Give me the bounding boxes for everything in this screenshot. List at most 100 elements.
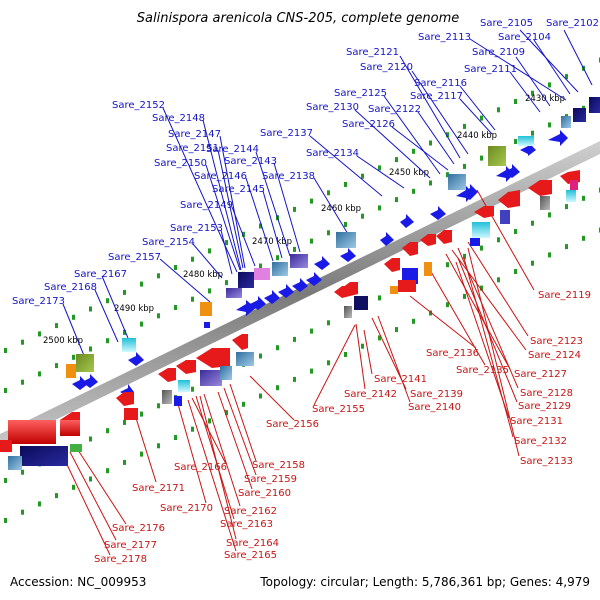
tick-mark [310, 328, 313, 334]
gene-label: Sare_2102 [546, 18, 599, 29]
gene-label: Sare_2158 [252, 460, 305, 471]
gene-label: Sare_2136 [426, 348, 479, 359]
tick-mark [344, 182, 347, 187]
gene-label: Sare_2164 [226, 538, 279, 549]
tick-tracks [4, 57, 600, 523]
tick-mark [293, 246, 296, 252]
gene-label: Sare_2127 [514, 369, 567, 380]
tick-mark [344, 222, 347, 227]
tick-mark [378, 165, 381, 171]
tick-mark [293, 376, 296, 382]
tick-mark [140, 321, 143, 327]
tick-mark [565, 74, 568, 80]
tick-mark [174, 305, 177, 310]
tick-mark [548, 122, 551, 128]
tick-mark [480, 115, 483, 121]
gene-label: Sare_2121 [346, 47, 399, 58]
gene-label: Sare_2150 [154, 158, 207, 169]
tick-mark [378, 335, 381, 341]
gene-label: Sare_2109 [472, 47, 525, 58]
tick-mark [225, 410, 228, 416]
tick-mark [55, 323, 58, 329]
tick-mark [548, 212, 551, 218]
tick-mark [157, 313, 160, 319]
tick-mark [514, 269, 517, 274]
genome-backbone [0, 141, 600, 447]
tick-mark [514, 139, 517, 144]
forward-genes [66, 97, 600, 396]
tick-mark [106, 428, 109, 434]
kbp-label-2490: 2490 kbp [114, 304, 154, 314]
tick-mark [429, 180, 432, 186]
tick-mark [225, 240, 228, 246]
tick-mark [106, 338, 109, 344]
accession-text: Accession: NC_009953 [10, 575, 146, 589]
gene-label: Sare_2125 [334, 88, 387, 99]
gene-label: Sare_2105 [480, 18, 533, 29]
tick-mark [191, 426, 194, 432]
tick-mark [191, 256, 194, 262]
tick-mark [259, 223, 262, 229]
tick-mark [548, 252, 551, 258]
tick-mark [276, 385, 279, 391]
tick-mark [412, 148, 415, 154]
gene-label: Sare_2120 [360, 62, 413, 73]
tick-mark [310, 238, 313, 244]
tick-mark [327, 320, 330, 326]
tick-mark [259, 263, 262, 269]
reverse-leaders [61, 189, 535, 556]
tick-mark [531, 220, 534, 226]
gene-label: Sare_2143 [224, 156, 277, 167]
tick-mark [276, 345, 279, 351]
gene-label: Sare_2171 [132, 483, 185, 494]
gene-label: Sare_2126 [342, 119, 395, 130]
gene-label: Sare_2129 [518, 401, 571, 412]
gene-label: Sare_2156 [266, 419, 319, 430]
tick-mark [497, 107, 500, 113]
tick-mark [259, 353, 262, 359]
tick-mark [412, 318, 415, 324]
gene-label: Sare_2153 [170, 223, 223, 234]
reverse-gene-labels: Sare_2119 Sare_2123 Sare_2124 Sare_2136 … [94, 290, 591, 565]
tick-mark [344, 352, 347, 357]
gene-label: Sare_2142 [344, 389, 397, 400]
gene-label: Sare_2159 [244, 474, 297, 485]
kbp-label-2470: 2470 kbp [252, 237, 292, 247]
gene-label: Sare_2173 [12, 296, 65, 307]
gene-label: Sare_2176 [112, 523, 165, 534]
tick-mark [72, 354, 75, 360]
tick-mark [395, 327, 398, 333]
gene-label: Sare_2130 [306, 102, 359, 113]
map-title: Salinispora arenicola CNS-205, complete … [137, 11, 459, 26]
tick-mark [191, 296, 194, 302]
tick-mark [89, 346, 92, 352]
tick-mark [38, 371, 41, 377]
gene-label: Sare_2146 [194, 171, 247, 182]
tick-mark [123, 459, 126, 465]
gene-label: Sare_2154 [142, 237, 195, 248]
tick-mark [412, 188, 415, 194]
gene-label: Sare_2149 [180, 200, 233, 211]
tick-mark [480, 285, 483, 291]
gene-label: Sare_2111 [464, 64, 517, 75]
tick-mark [429, 310, 432, 316]
tick-mark [514, 99, 517, 104]
gene-label: Sare_2117 [410, 91, 463, 102]
forward-gene-labels: Sare_2105 Sare_2102 Sare_2113 Sare_2104 … [12, 18, 599, 307]
tick-mark [548, 82, 551, 88]
tick-mark [293, 206, 296, 212]
reverse-genes [0, 170, 580, 470]
gene-label: Sare_2147 [168, 129, 221, 140]
tick-mark [565, 204, 568, 210]
tick-mark [565, 244, 568, 250]
tick-mark [89, 436, 92, 442]
tick-mark [72, 484, 75, 490]
gene-label: Sare_2140 [408, 402, 461, 413]
gene-label: Sare_2123 [530, 336, 583, 347]
tick-mark [208, 288, 211, 294]
tick-mark [55, 493, 58, 499]
gene-label: Sare_2178 [94, 554, 147, 565]
tick-mark [480, 155, 483, 161]
tick-mark [361, 213, 364, 219]
